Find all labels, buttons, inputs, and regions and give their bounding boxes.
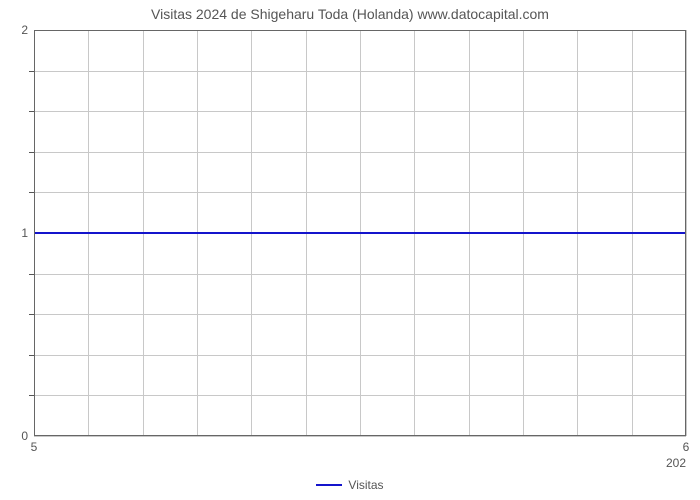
legend: Visitas	[0, 478, 700, 492]
legend-swatch	[316, 484, 342, 486]
y-tick-label: 1	[21, 226, 34, 240]
y-minor-tick	[29, 111, 34, 112]
series-line	[34, 232, 686, 234]
y-minor-tick	[29, 192, 34, 193]
y-minor-tick	[29, 274, 34, 275]
y-minor-tick	[29, 71, 34, 72]
plot-area: 012 56 202	[34, 30, 686, 436]
legend-label: Visitas	[348, 478, 383, 492]
gridline-horizontal	[34, 436, 686, 437]
y-minor-tick	[29, 395, 34, 396]
y-minor-tick	[29, 314, 34, 315]
x-tick-label: 5	[31, 436, 38, 454]
y-minor-tick	[29, 152, 34, 153]
gridline-vertical	[686, 30, 687, 436]
x-secondary-label: 202	[666, 456, 686, 470]
y-tick-label: 2	[21, 23, 34, 37]
x-tick-label: 6	[683, 436, 690, 454]
y-minor-tick	[29, 355, 34, 356]
chart-title: Visitas 2024 de Shigeharu Toda (Holanda)…	[0, 6, 700, 22]
